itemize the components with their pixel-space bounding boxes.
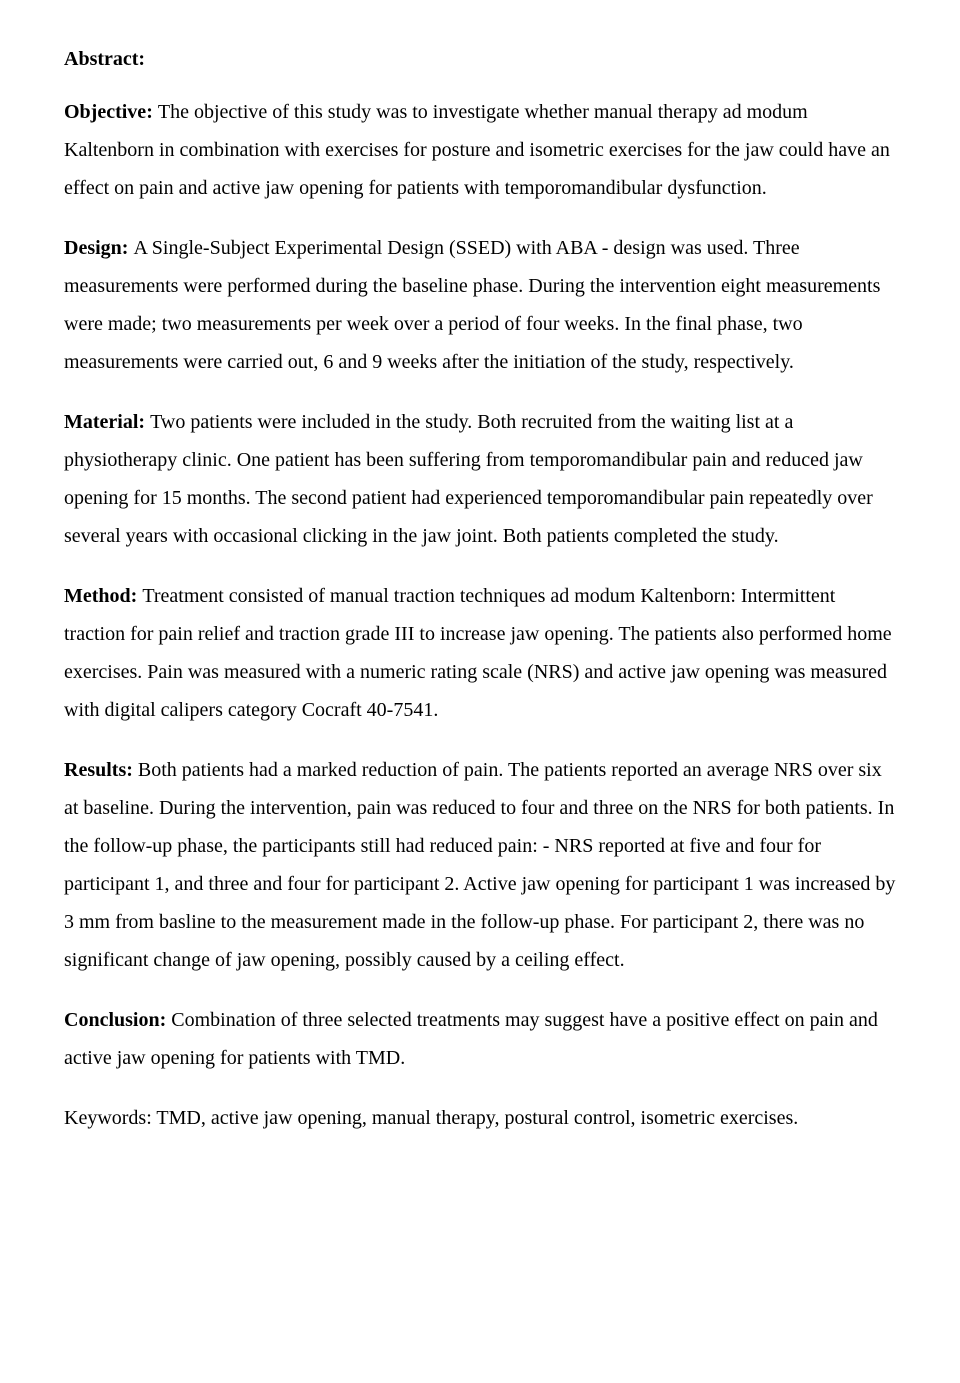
conclusion-paragraph: Conclusion: Combination of three selecte… [64, 1001, 896, 1077]
method-label: Method: [64, 585, 142, 607]
method-text: Treatment consisted of manual traction t… [64, 585, 892, 721]
results-text: Both patients had a marked reduction of … [64, 759, 895, 971]
conclusion-label: Conclusion: [64, 1009, 171, 1031]
results-paragraph: Results: Both patients had a marked redu… [64, 751, 896, 979]
abstract-heading: Abstract: [64, 48, 896, 71]
method-paragraph: Method: Treatment consisted of manual tr… [64, 577, 896, 729]
material-text: Two patients were included in the study.… [64, 411, 873, 547]
material-paragraph: Material: Two patients were included in … [64, 403, 896, 555]
design-text: A Single-Subject Experimental Design (SS… [64, 237, 880, 373]
design-paragraph: Design: A Single-Subject Experimental De… [64, 229, 896, 381]
objective-paragraph: Objective: The objective of this study w… [64, 93, 896, 207]
conclusion-text: Combination of three selected treatments… [64, 1009, 878, 1069]
objective-label: Objective: [64, 101, 158, 123]
results-label: Results: [64, 759, 138, 781]
material-label: Material: [64, 411, 150, 433]
objective-text: The objective of this study was to inves… [64, 101, 890, 199]
keywords-line: Keywords: TMD, active jaw opening, manua… [64, 1099, 896, 1137]
design-label: Design: [64, 237, 133, 259]
